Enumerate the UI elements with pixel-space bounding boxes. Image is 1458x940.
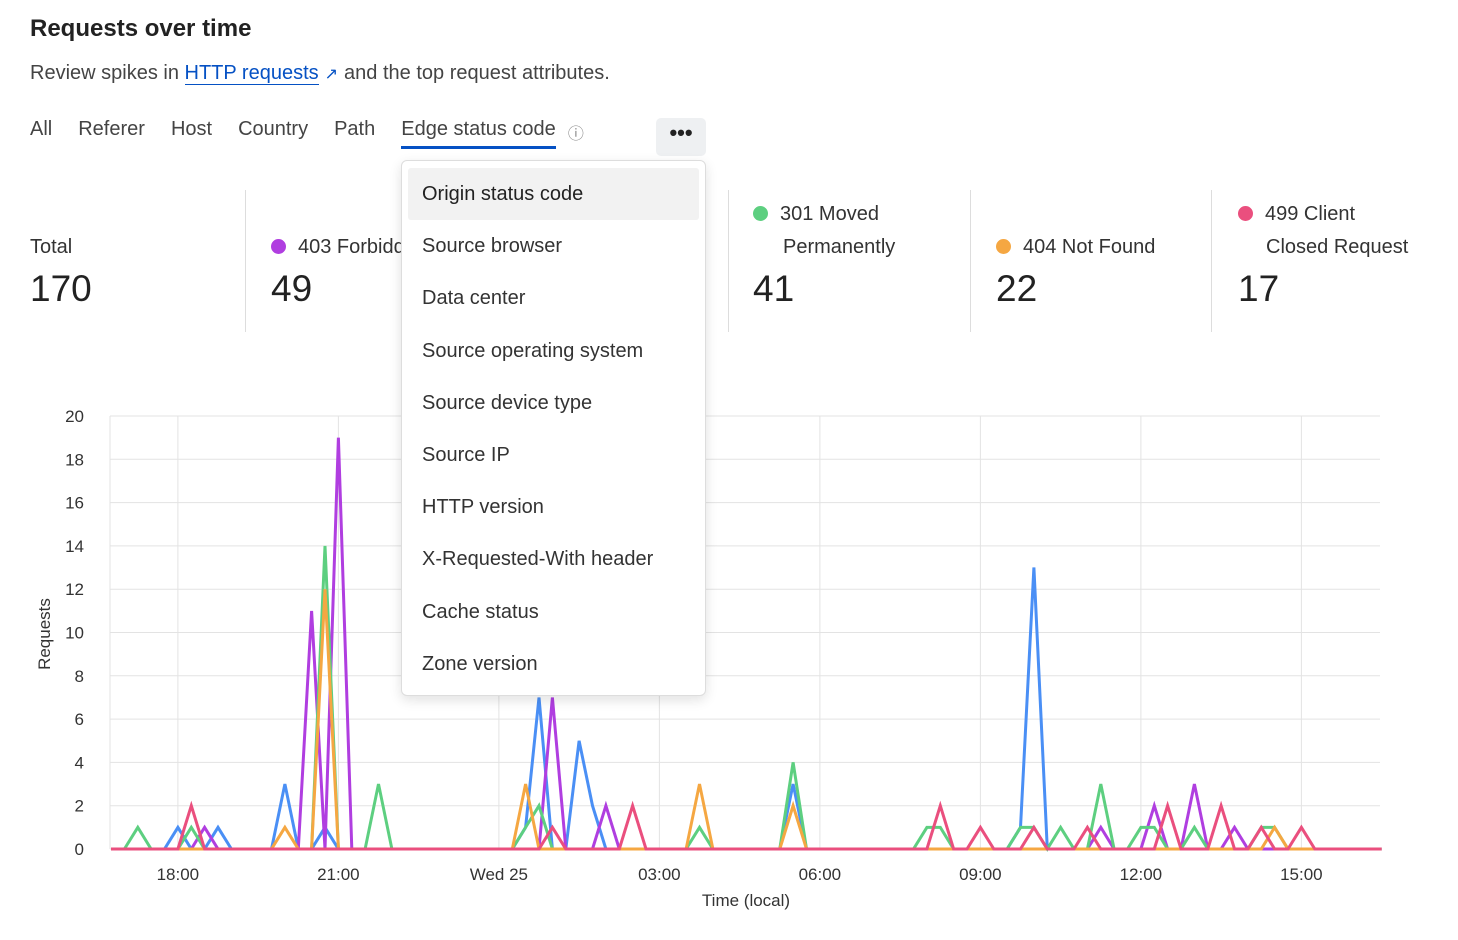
divider <box>970 190 971 332</box>
menu-item-cache-status[interactable]: Cache status <box>422 600 539 623</box>
stat-label: Total <box>30 236 73 258</box>
legend-dot <box>753 206 768 221</box>
stat-label: Closed Request <box>1266 236 1409 258</box>
x-tick-label: 12:00 <box>1120 865 1163 884</box>
menu-item-source-device-type[interactable]: Source device type <box>422 391 593 414</box>
x-tick-label: Wed 25 <box>470 865 528 884</box>
x-tick-label: 03:00 <box>638 865 681 884</box>
y-tick-label: 10 <box>65 624 84 643</box>
tab-all[interactable]: All <box>30 118 53 140</box>
y-tick-label: 18 <box>65 450 84 469</box>
subtitle-post: and the top request attributes. <box>344 62 610 84</box>
y-tick-label: 8 <box>75 667 84 686</box>
menu-item-http-version[interactable]: HTTP version <box>422 496 544 519</box>
menu-item-source-os[interactable]: Source operating system <box>422 339 644 362</box>
x-tick-label: 21:00 <box>317 865 360 884</box>
external-link-icon[interactable]: ↗︎ <box>324 66 339 83</box>
stat-value: 170 <box>30 268 92 309</box>
legend-dot <box>1238 206 1253 221</box>
menu-item-source-ip[interactable]: Source IP <box>422 443 510 466</box>
y-tick-label: 12 <box>65 580 84 599</box>
stat-value: 41 <box>753 268 795 309</box>
more-tabs-button[interactable]: ••• <box>656 118 706 156</box>
y-tick-label: 6 <box>75 710 84 729</box>
stat-label: 499 Client <box>1265 203 1356 225</box>
stat-499[interactable]: 499 Client Closed Request 17 <box>1238 190 1408 332</box>
tab-referer[interactable]: Referer <box>78 118 145 140</box>
stat-label: 404 Not Found <box>1023 236 1156 258</box>
stat-label: 301 Moved <box>780 203 879 225</box>
tab-bar: All Referer Host Country Path Edge statu… <box>30 118 598 149</box>
divider <box>728 190 729 332</box>
y-tick-label: 0 <box>75 840 84 859</box>
legend-dot <box>271 239 286 254</box>
stat-value: 17 <box>1238 268 1280 309</box>
series-line-4 <box>111 800 1382 851</box>
series-line-1 <box>111 437 1382 851</box>
stat-total: Total 170 <box>30 190 92 332</box>
menu-item-origin-status-code[interactable]: Origin status code <box>408 168 699 221</box>
divider <box>245 190 246 332</box>
divider <box>1211 190 1212 332</box>
tab-path[interactable]: Path <box>334 118 376 140</box>
menu-item-x-requested-with[interactable]: X-Requested-With header <box>422 548 654 571</box>
info-icon[interactable]: ⓘ <box>567 126 584 143</box>
more-tabs-dropdown: Origin status code Source browser Data c… <box>401 160 706 696</box>
stat-label: Permanently <box>783 236 896 258</box>
stat-value: 22 <box>996 268 1038 309</box>
stat-403[interactable]: 403 Forbidden 49 <box>271 190 427 332</box>
x-tick-label: 06:00 <box>799 865 842 884</box>
x-tick-label: 15:00 <box>1280 865 1323 884</box>
tab-edge-status-code[interactable]: Edge status code <box>401 118 556 149</box>
stat-label: 403 Forbidden <box>298 236 427 258</box>
y-tick-label: 2 <box>75 797 84 816</box>
x-tick-label: 09:00 <box>959 865 1002 884</box>
y-tick-label: 20 <box>65 407 84 426</box>
menu-item-source-browser[interactable]: Source browser <box>422 235 563 258</box>
x-tick-label: 18:00 <box>157 865 200 884</box>
tab-host[interactable]: Host <box>170 118 213 140</box>
http-requests-link[interactable]: HTTP requests <box>184 62 319 85</box>
y-tick-label: 16 <box>65 494 84 513</box>
legend-dot <box>996 239 1011 254</box>
stat-301[interactable]: 301 Moved Permanently 41 <box>753 190 895 332</box>
subtitle-pre: Review spikes in <box>30 62 179 84</box>
menu-item-data-center[interactable]: Data center <box>422 287 526 310</box>
y-tick-label: 14 <box>65 537 84 556</box>
page-title: Requests over time <box>30 15 252 42</box>
tab-country[interactable]: Country <box>238 118 309 140</box>
y-axis-label: Requests <box>35 598 54 670</box>
stat-value: 49 <box>271 268 313 309</box>
stat-404[interactable]: 404 Not Found 22 <box>996 190 1155 332</box>
y-tick-label: 4 <box>75 753 84 772</box>
subtitle: Review spikes in HTTP requests ↗︎ and the … <box>30 62 610 85</box>
menu-item-zone-version[interactable]: Zone version <box>422 652 538 675</box>
x-axis-label: Time (local) <box>702 891 790 910</box>
